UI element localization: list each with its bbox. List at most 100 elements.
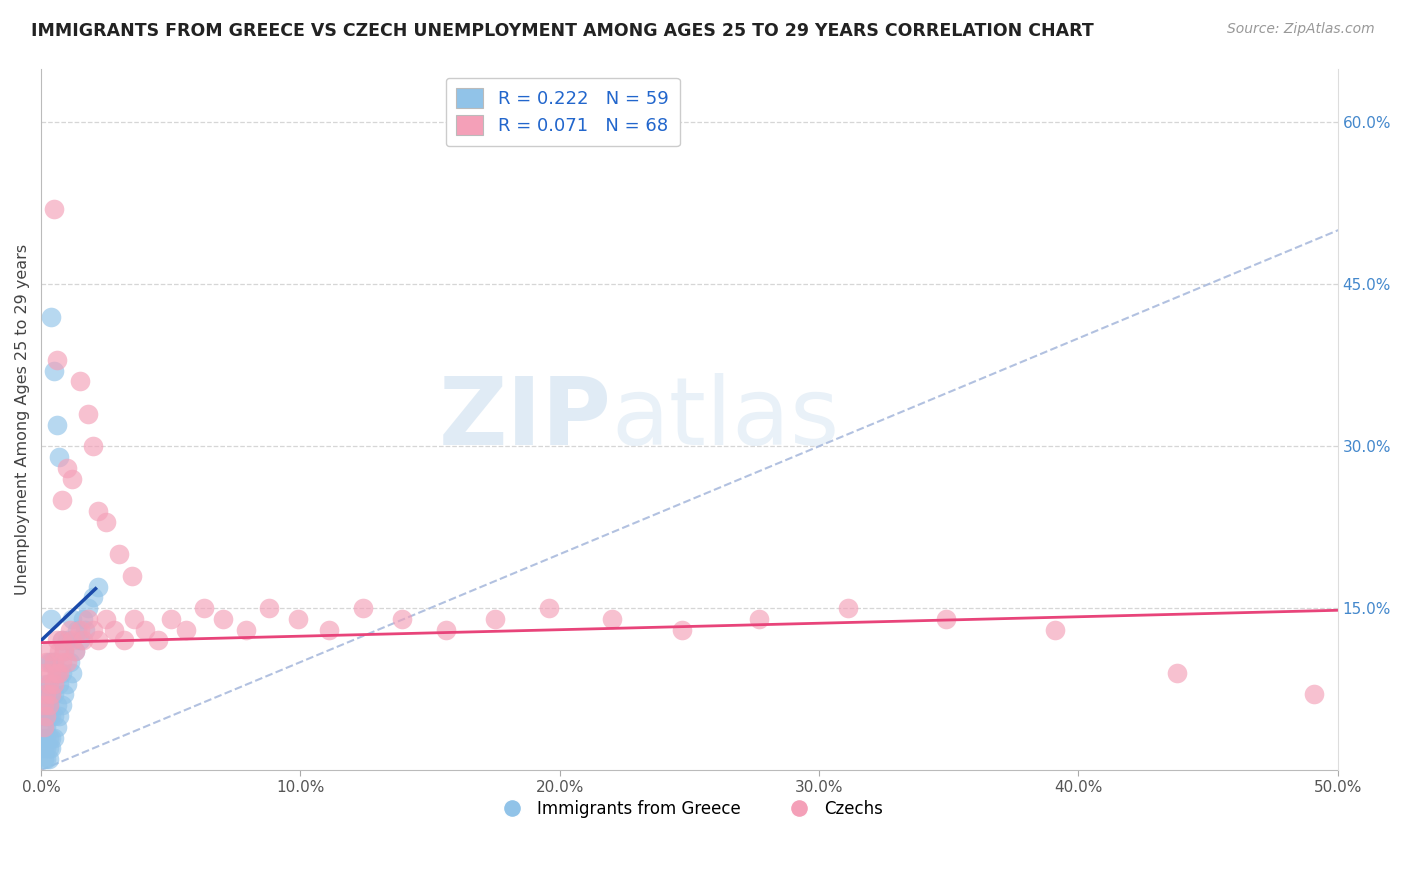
Point bbox=[60, 665, 83, 680]
Point bbox=[124, 612, 146, 626]
Point bbox=[134, 623, 156, 637]
Point bbox=[1043, 623, 1066, 637]
Point bbox=[837, 601, 859, 615]
Point bbox=[193, 601, 215, 615]
Point bbox=[108, 547, 131, 561]
Point bbox=[38, 644, 60, 658]
Point bbox=[1166, 665, 1188, 680]
Point bbox=[32, 752, 55, 766]
Point bbox=[32, 665, 55, 680]
Text: ZIP: ZIP bbox=[439, 373, 612, 466]
Point bbox=[51, 655, 73, 669]
Point bbox=[35, 676, 58, 690]
Point bbox=[287, 612, 309, 626]
Point bbox=[146, 633, 169, 648]
Point bbox=[94, 515, 117, 529]
Point bbox=[32, 741, 55, 756]
Point bbox=[51, 665, 73, 680]
Point bbox=[35, 752, 58, 766]
Point bbox=[35, 655, 58, 669]
Point bbox=[671, 623, 693, 637]
Point bbox=[45, 720, 67, 734]
Point bbox=[41, 709, 63, 723]
Point bbox=[42, 709, 65, 723]
Point bbox=[76, 407, 98, 421]
Point bbox=[59, 623, 82, 637]
Point bbox=[60, 472, 83, 486]
Point bbox=[38, 676, 60, 690]
Point bbox=[935, 612, 957, 626]
Point bbox=[63, 644, 86, 658]
Point bbox=[48, 676, 70, 690]
Point bbox=[38, 676, 60, 690]
Point bbox=[41, 688, 63, 702]
Point bbox=[38, 709, 60, 723]
Point bbox=[42, 688, 65, 702]
Point bbox=[600, 612, 623, 626]
Point bbox=[53, 644, 76, 658]
Point bbox=[82, 439, 104, 453]
Point bbox=[35, 688, 58, 702]
Point bbox=[41, 310, 63, 324]
Point bbox=[51, 633, 73, 648]
Point bbox=[63, 644, 86, 658]
Point bbox=[42, 202, 65, 216]
Point bbox=[235, 623, 257, 637]
Point bbox=[87, 580, 110, 594]
Point bbox=[51, 698, 73, 713]
Point bbox=[87, 504, 110, 518]
Point bbox=[42, 676, 65, 690]
Point bbox=[484, 612, 506, 626]
Point bbox=[35, 688, 58, 702]
Point bbox=[211, 612, 233, 626]
Point bbox=[42, 655, 65, 669]
Point bbox=[41, 688, 63, 702]
Point bbox=[38, 698, 60, 713]
Point bbox=[59, 655, 82, 669]
Point bbox=[48, 644, 70, 658]
Point bbox=[35, 731, 58, 745]
Point bbox=[87, 633, 110, 648]
Point bbox=[56, 633, 79, 648]
Point bbox=[35, 741, 58, 756]
Point bbox=[45, 665, 67, 680]
Point bbox=[318, 623, 340, 637]
Point bbox=[35, 709, 58, 723]
Point bbox=[121, 568, 143, 582]
Point bbox=[56, 655, 79, 669]
Point bbox=[72, 612, 94, 626]
Point bbox=[69, 623, 91, 637]
Point bbox=[32, 720, 55, 734]
Point bbox=[56, 676, 79, 690]
Point bbox=[75, 623, 97, 637]
Point bbox=[41, 665, 63, 680]
Point bbox=[56, 460, 79, 475]
Point bbox=[41, 741, 63, 756]
Point bbox=[48, 665, 70, 680]
Point bbox=[76, 601, 98, 615]
Point bbox=[41, 612, 63, 626]
Point bbox=[41, 731, 63, 745]
Point bbox=[51, 633, 73, 648]
Point bbox=[112, 633, 135, 648]
Point bbox=[352, 601, 374, 615]
Point bbox=[41, 655, 63, 669]
Text: atlas: atlas bbox=[612, 373, 839, 466]
Point bbox=[51, 493, 73, 508]
Point bbox=[76, 612, 98, 626]
Point bbox=[45, 417, 67, 432]
Point bbox=[42, 731, 65, 745]
Point bbox=[53, 644, 76, 658]
Point bbox=[176, 623, 198, 637]
Point bbox=[45, 633, 67, 648]
Point bbox=[45, 665, 67, 680]
Point bbox=[748, 612, 770, 626]
Legend: Immigrants from Greece, Czechs: Immigrants from Greece, Czechs bbox=[489, 794, 890, 825]
Point bbox=[66, 623, 89, 637]
Point bbox=[60, 612, 83, 626]
Point bbox=[82, 591, 104, 605]
Point bbox=[72, 633, 94, 648]
Point bbox=[38, 752, 60, 766]
Point bbox=[45, 352, 67, 367]
Point bbox=[32, 688, 55, 702]
